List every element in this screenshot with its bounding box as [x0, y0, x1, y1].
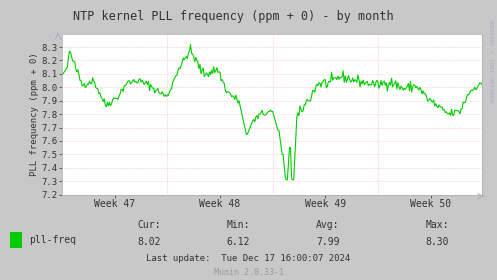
Text: 6.12: 6.12: [227, 237, 250, 247]
Text: Max:: Max:: [425, 220, 449, 230]
Text: NTP kernel PLL frequency (ppm + 0) - by month: NTP kernel PLL frequency (ppm + 0) - by …: [73, 10, 394, 23]
Text: Avg:: Avg:: [316, 220, 340, 230]
Text: 8.02: 8.02: [137, 237, 161, 247]
Y-axis label: PLL frequency (ppm + 0): PLL frequency (ppm + 0): [30, 52, 39, 176]
Text: Last update:  Tue Dec 17 16:00:07 2024: Last update: Tue Dec 17 16:00:07 2024: [147, 254, 350, 263]
Text: Cur:: Cur:: [137, 220, 161, 230]
Text: 8.30: 8.30: [425, 237, 449, 247]
Text: RRDTOOL / TOBI OETIKER: RRDTOOL / TOBI OETIKER: [488, 20, 493, 102]
Text: Min:: Min:: [227, 220, 250, 230]
Text: pll-freq: pll-freq: [29, 235, 76, 245]
Text: Munin 2.0.33-1: Munin 2.0.33-1: [214, 268, 283, 277]
Text: 7.99: 7.99: [316, 237, 340, 247]
